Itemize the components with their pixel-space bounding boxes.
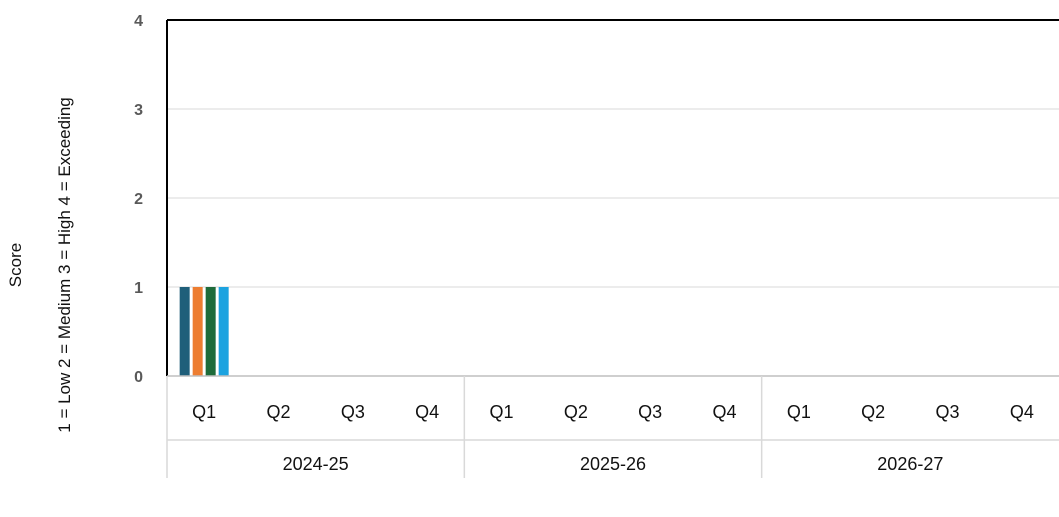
- group-label-2025-26: 2025-26: [580, 454, 646, 474]
- group-label-2026-27: 2026-27: [877, 454, 943, 474]
- bars: [179, 287, 229, 376]
- axes: [166, 19, 1059, 478]
- y-tick-3: 3: [134, 102, 143, 119]
- x-tick-2024-25-Q2: Q2: [266, 402, 290, 422]
- x-tick-2024-25-Q4: Q4: [415, 402, 439, 422]
- y-tick-2: 2: [134, 191, 143, 208]
- x-tick-2026-27-Q3: Q3: [935, 402, 959, 422]
- x-tick-2024-25-Q3: Q3: [341, 402, 365, 422]
- bar-series4-2024-25-Q1: [218, 287, 229, 376]
- group-label-2024-25: 2024-25: [283, 454, 349, 474]
- x-tick-2026-27-Q2: Q2: [861, 402, 885, 422]
- bar-series3-2024-25-Q1: [205, 287, 216, 376]
- y-tick-1: 1: [134, 280, 143, 297]
- bar-series1-2024-25-Q1: [179, 287, 190, 376]
- y-tick-0: 0: [134, 369, 143, 386]
- y-axis-label-score: Score: [6, 243, 25, 287]
- gridlines: [167, 108, 1059, 288]
- x-tick-2025-26-Q3: Q3: [638, 402, 662, 422]
- y-tick-4: 4: [134, 13, 143, 30]
- x-tick-2025-26-Q4: Q4: [712, 402, 736, 422]
- x-tick-labels: Q1 Q2 Q3 Q4 Q1 Q2 Q3 Q4 Q1 Q2 Q3 Q4: [192, 402, 1034, 422]
- x-tick-2025-26-Q1: Q1: [489, 402, 513, 422]
- x-tick-2026-27-Q4: Q4: [1010, 402, 1034, 422]
- x-tick-2026-27-Q1: Q1: [787, 402, 811, 422]
- y-tick-labels: 0 1 2 3 4: [134, 13, 143, 386]
- group-labels: 2024-25 2025-26 2026-27: [283, 454, 944, 474]
- y-axis-label-scale: 1 = Low 2 = Medium 3 = High 4 = Exceedin…: [55, 97, 74, 432]
- x-tick-2025-26-Q2: Q2: [564, 402, 588, 422]
- bar-series2-2024-25-Q1: [192, 287, 203, 376]
- x-tick-2024-25-Q1: Q1: [192, 402, 216, 422]
